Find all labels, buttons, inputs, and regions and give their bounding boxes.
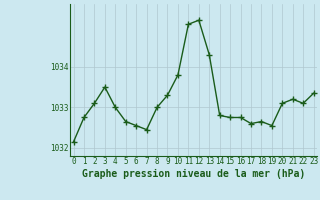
X-axis label: Graphe pression niveau de la mer (hPa): Graphe pression niveau de la mer (hPa) [82, 169, 305, 179]
